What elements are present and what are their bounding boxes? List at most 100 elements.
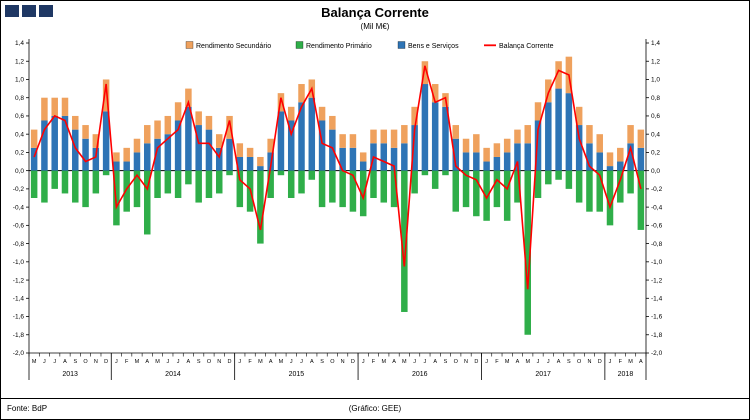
svg-text:J: J xyxy=(43,359,46,365)
svg-text:A: A xyxy=(392,359,396,365)
bar-segment xyxy=(617,170,624,203)
bar-segment xyxy=(246,147,254,157)
bar-segment xyxy=(61,115,69,171)
svg-text:-1,4: -1,4 xyxy=(13,295,25,302)
x-axis-years: 2013 2014 2015 2016 2017 2018 xyxy=(28,353,647,380)
bar-segment xyxy=(51,170,58,189)
bar-segment xyxy=(329,170,336,203)
svg-text:1,2: 1,2 xyxy=(15,58,24,65)
bar-segment xyxy=(185,106,192,171)
bar-segment xyxy=(503,152,511,171)
bar-segment xyxy=(483,161,490,171)
bar-segment xyxy=(452,170,460,212)
svg-text:A: A xyxy=(145,359,149,365)
bar-segment xyxy=(82,125,89,139)
svg-text:-0,6: -0,6 xyxy=(651,223,663,230)
bar-segment xyxy=(431,170,439,189)
svg-text:S: S xyxy=(197,359,201,365)
svg-text:M: M xyxy=(628,359,633,365)
logo-square xyxy=(39,5,53,17)
bar-segment xyxy=(308,97,316,171)
svg-text:0,6: 0,6 xyxy=(15,113,24,120)
bar-segment xyxy=(462,138,470,153)
bar-segment xyxy=(154,170,161,198)
svg-text:0,6: 0,6 xyxy=(651,113,660,120)
bar-segment xyxy=(359,170,367,217)
svg-text:A: A xyxy=(269,359,273,365)
svg-text:1,2: 1,2 xyxy=(651,58,660,65)
bar-segment xyxy=(390,170,398,208)
svg-text:O: O xyxy=(577,359,582,365)
bar-segment xyxy=(318,106,326,121)
bar-segment xyxy=(123,147,130,162)
svg-text:J: J xyxy=(300,359,303,365)
svg-text:A: A xyxy=(639,359,643,365)
svg-text:S: S xyxy=(320,359,324,365)
bar-segment xyxy=(113,161,120,171)
bar-segment xyxy=(164,170,172,194)
bar-segment xyxy=(401,170,408,312)
bar-segment xyxy=(473,170,480,217)
svg-text:0,2: 0,2 xyxy=(651,150,660,157)
svg-text:D: D xyxy=(351,359,355,365)
svg-text:N: N xyxy=(341,359,345,365)
bar-segment xyxy=(390,147,398,171)
bar-segment xyxy=(298,84,305,103)
bar-segment xyxy=(411,125,418,171)
bar-segment xyxy=(185,170,192,185)
svg-text:A: A xyxy=(557,359,561,365)
bar-segment xyxy=(133,152,141,171)
svg-text:2016: 2016 xyxy=(412,371,428,378)
bar-segment xyxy=(277,111,285,171)
bar-segment xyxy=(534,120,542,171)
bar-segment xyxy=(524,170,531,335)
bar-segment xyxy=(92,134,100,148)
svg-text:0,0: 0,0 xyxy=(651,168,660,175)
bar-segment xyxy=(287,106,295,121)
svg-text:0,2: 0,2 xyxy=(15,150,24,157)
bar-segment xyxy=(154,120,161,139)
bar-segment xyxy=(113,152,120,162)
bar-segment xyxy=(493,156,501,171)
svg-text:J: J xyxy=(609,359,612,365)
bar-segment xyxy=(596,134,603,153)
svg-text:-0,8: -0,8 xyxy=(651,241,663,248)
bar-segment xyxy=(144,170,151,235)
bar-segment xyxy=(205,129,213,171)
svg-text:D: D xyxy=(228,359,232,365)
bar-segment xyxy=(565,93,573,171)
bar-segment xyxy=(236,170,244,208)
svg-text:F: F xyxy=(372,359,376,365)
bar-segment xyxy=(617,147,624,162)
svg-text:J: J xyxy=(537,359,540,365)
bar-segment xyxy=(195,111,202,126)
bar-segment xyxy=(41,97,48,121)
bar-segment xyxy=(195,125,202,171)
bar-segment xyxy=(123,170,130,212)
y-axes: 1,4 1,4 1,2 1,2 1,0 1,0 0,8 0,8 0,6 0,6 0,4 0,4 0,2 0… xyxy=(13,39,663,357)
svg-text:A: A xyxy=(516,359,520,365)
svg-text:J: J xyxy=(485,359,488,365)
footer: Fonte: BdP (Gráfico: GEE) xyxy=(1,398,749,419)
bar-segment xyxy=(545,79,552,103)
svg-text:S: S xyxy=(567,359,571,365)
svg-text:F: F xyxy=(495,359,499,365)
bar-segment xyxy=(226,115,233,139)
bar-segment xyxy=(524,143,531,171)
bar-segment xyxy=(503,138,511,153)
bar-segment xyxy=(555,61,562,89)
bar-segment xyxy=(503,170,511,221)
bar-segment xyxy=(380,170,388,203)
bar-segment xyxy=(226,170,233,176)
bar-segment xyxy=(596,152,603,171)
svg-text:2013: 2013 xyxy=(62,371,78,378)
bar-segment xyxy=(534,102,542,121)
bar-segment xyxy=(421,84,429,171)
svg-text:J: J xyxy=(547,359,550,365)
svg-text:-1,6: -1,6 xyxy=(13,314,25,321)
bar-segment xyxy=(555,88,562,171)
bar-segment xyxy=(586,143,593,171)
bar-segment xyxy=(421,61,429,85)
bar-segment xyxy=(637,170,645,230)
chart-title: Balança Corrente xyxy=(321,5,429,20)
